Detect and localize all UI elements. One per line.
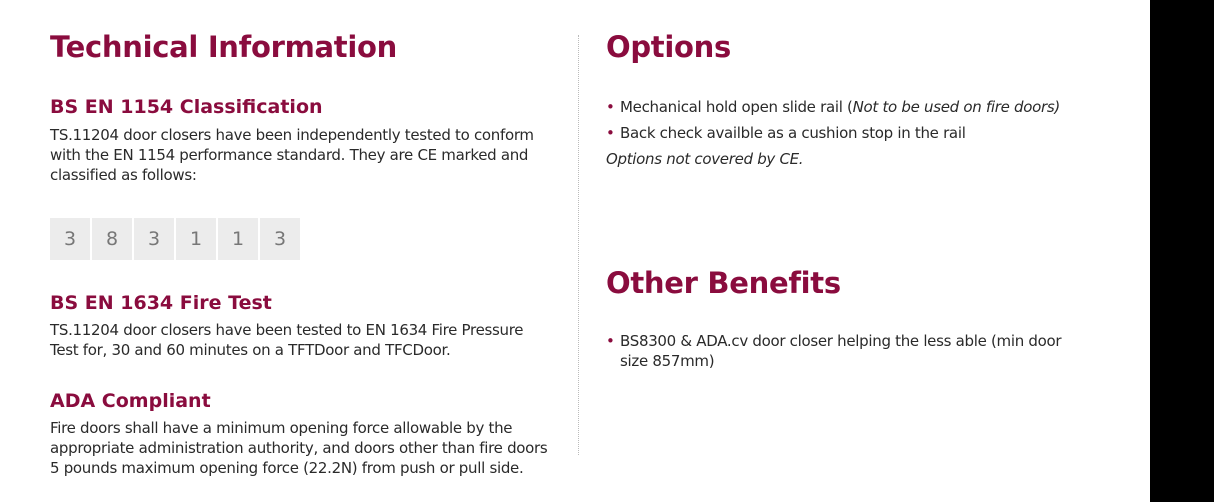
classification-digit: 8 xyxy=(92,218,132,260)
section-heading: BS EN 1634 Fire Test xyxy=(50,292,272,314)
section-body: TS.11204 door closers have been tested t… xyxy=(50,321,524,359)
section-body: TS.11204 door closers have been independ… xyxy=(50,126,534,184)
classification-digit: 3 xyxy=(260,218,300,260)
list-item: Back check availble as a cushion stop in… xyxy=(606,123,1106,143)
classification-digit: 1 xyxy=(218,218,258,260)
list-item: BS8300 & ADA.cv door closer helping the … xyxy=(606,331,1066,371)
black-edge xyxy=(1150,0,1214,502)
technical-information-title: Technical Information xyxy=(50,30,397,64)
classification-digit: 3 xyxy=(134,218,174,260)
classification-digit: 1 xyxy=(176,218,216,260)
section-heading: ADA Compliant xyxy=(50,390,211,412)
classification-digit: 3 xyxy=(50,218,90,260)
options-list: Mechanical hold open slide rail (Not to … xyxy=(606,97,1106,149)
classification-boxes: 3 8 3 1 1 3 xyxy=(50,218,300,260)
column-divider xyxy=(578,35,579,455)
item-text: Back check availble as a cushion stop in… xyxy=(620,124,966,142)
section-body: Fire doors shall have a minimum opening … xyxy=(50,419,548,477)
benefits-list: BS8300 & ADA.cv door closer helping the … xyxy=(606,331,1066,377)
options-note: Options not covered by CE. xyxy=(606,149,804,169)
options-title: Options xyxy=(606,30,731,64)
other-benefits-title: Other Benefits xyxy=(606,266,841,300)
item-text: Mechanical hold open slide rail ( xyxy=(620,98,853,116)
list-item: Mechanical hold open slide rail (Not to … xyxy=(606,97,1106,117)
section-heading: BS EN 1154 Classification xyxy=(50,96,323,118)
item-note: Not to be used on fire doors) xyxy=(852,98,1061,116)
note-text: Options not covered by CE. xyxy=(606,150,804,168)
